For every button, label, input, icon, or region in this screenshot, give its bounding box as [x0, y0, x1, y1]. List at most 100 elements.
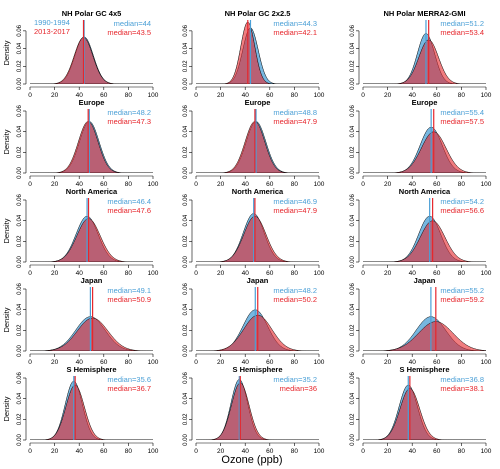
- median-label-2013-2017: median=50.2: [273, 295, 317, 304]
- x-tick-label: 20: [384, 448, 392, 455]
- density-curves: [196, 21, 319, 84]
- y-tick-label: 0.06: [183, 105, 189, 117]
- x-tick-label: 40: [409, 181, 417, 188]
- x-tick-label: 60: [266, 448, 274, 455]
- x-tick-label: 80: [291, 270, 299, 277]
- median-label-1990-1994: median=55.2: [440, 286, 484, 295]
- x-tick-label: 60: [100, 359, 108, 366]
- y-tick-label: 0.06: [17, 194, 23, 206]
- y-tick-label: 0.00: [350, 256, 356, 268]
- x-tick-label: 0: [361, 92, 365, 99]
- y-axis-label: Density: [2, 307, 11, 332]
- x-tick-label: 60: [266, 92, 274, 99]
- median-label-2013-2017: median=59.2: [440, 295, 484, 304]
- x-tick-label: 80: [458, 359, 466, 366]
- x-tick-label: 40: [242, 92, 250, 99]
- x-tick-label: 60: [433, 92, 441, 99]
- panel-title: NH Polar MERRA2-GMI: [383, 9, 465, 18]
- median-label-2013-2017: median=47.3: [107, 117, 151, 126]
- x-tick-label: 20: [384, 270, 392, 277]
- median-label-1990-1994: median=55.4: [440, 108, 484, 117]
- median-label-2013-2017: median=36.7: [107, 384, 151, 393]
- y-tick-label: 0.00: [183, 345, 189, 357]
- x-tick-label: 80: [125, 181, 133, 188]
- density-2013-2017: [30, 384, 153, 440]
- x-tick-label: 60: [433, 181, 441, 188]
- x-tick-label: 0: [361, 359, 365, 366]
- y-tick-label: 0.02: [350, 324, 356, 336]
- median-label-2013-2017: median=47.6: [107, 206, 151, 215]
- x-tick-label: 20: [217, 359, 225, 366]
- density-2013-2017: [196, 215, 319, 262]
- y-tick-label: 0.02: [17, 60, 23, 72]
- median-label-2013-2017: median=47.9: [273, 117, 317, 126]
- x-tick-label: 60: [266, 181, 274, 188]
- median-label-1990-1994: median=51.2: [440, 19, 484, 28]
- y-tick-label: 0.04: [17, 214, 23, 226]
- density-2013-2017: [30, 37, 153, 84]
- density-curves: [30, 316, 153, 351]
- panel-title: NH Polar GC 4x5: [62, 9, 122, 18]
- x-tick-label: 0: [194, 448, 198, 455]
- x-tick-label: 40: [242, 359, 250, 366]
- x-tick-label: 80: [291, 359, 299, 366]
- y-tick-label: 0.04: [183, 303, 189, 315]
- x-tick-label: 40: [409, 448, 417, 455]
- x-tick-label: 80: [458, 92, 466, 99]
- y-tick-label: 0.06: [350, 283, 356, 295]
- density-curves: [363, 384, 486, 440]
- density-curves: [363, 126, 486, 173]
- median-label-1990-1994: median=46.4: [107, 197, 151, 206]
- panel-title: Japan: [247, 276, 269, 285]
- x-tick-label: 80: [291, 92, 299, 99]
- x-tick-label: 0: [28, 92, 32, 99]
- median-label-1990-1994: median=36.8: [440, 375, 484, 384]
- x-tick-label: 40: [76, 359, 84, 366]
- density-2013-2017: [363, 321, 486, 351]
- y-tick-label: 0.04: [183, 42, 189, 54]
- median-label-1990-1994: median=49.1: [107, 286, 151, 295]
- x-tick-label: 60: [433, 448, 441, 455]
- panel-title: S Hemisphere: [232, 365, 282, 374]
- x-tick-label: 0: [361, 448, 365, 455]
- x-tick-label: 80: [458, 270, 466, 277]
- y-tick-label: 0.00: [183, 78, 189, 90]
- x-tick-label: 40: [76, 92, 84, 99]
- panel-title: S Hemisphere: [399, 365, 449, 374]
- density-2013-2017: [363, 220, 486, 262]
- x-tick-label: 20: [217, 448, 225, 455]
- median-label-1990-1994: median=54.2: [440, 197, 484, 206]
- panel-title: North America: [66, 187, 118, 196]
- panel-title: Japan: [414, 276, 436, 285]
- x-tick-label: 60: [100, 448, 108, 455]
- x-tick-label: 0: [194, 92, 198, 99]
- y-tick-label: 0.02: [17, 235, 23, 247]
- x-tick-label: 100: [481, 92, 492, 99]
- x-tick-label: 40: [242, 270, 250, 277]
- y-tick-label: 0.04: [350, 214, 356, 226]
- x-tick-label: 80: [125, 448, 133, 455]
- median-label-2013-2017: median=50.9: [107, 295, 151, 304]
- x-tick-label: 20: [51, 448, 59, 455]
- density-curves: [196, 379, 319, 440]
- x-tick-label: 0: [194, 181, 198, 188]
- x-tick-label: 60: [100, 181, 108, 188]
- y-tick-label: 0.02: [350, 146, 356, 158]
- x-tick-label: 20: [384, 359, 392, 366]
- density-curves: [363, 33, 486, 84]
- x-tick-label: 100: [481, 270, 492, 277]
- x-tick-label: 20: [384, 92, 392, 99]
- density-2013-2017: [196, 21, 319, 84]
- x-tick-label: 20: [51, 359, 59, 366]
- density-curves: [363, 215, 486, 262]
- x-axis-label: Ozone (ppb): [221, 454, 282, 466]
- y-tick-label: 0.00: [350, 78, 356, 90]
- y-tick-label: 0.04: [183, 214, 189, 226]
- x-tick-label: 20: [217, 181, 225, 188]
- density-2013-2017: [363, 388, 486, 440]
- y-tick-label: 0.06: [17, 283, 23, 295]
